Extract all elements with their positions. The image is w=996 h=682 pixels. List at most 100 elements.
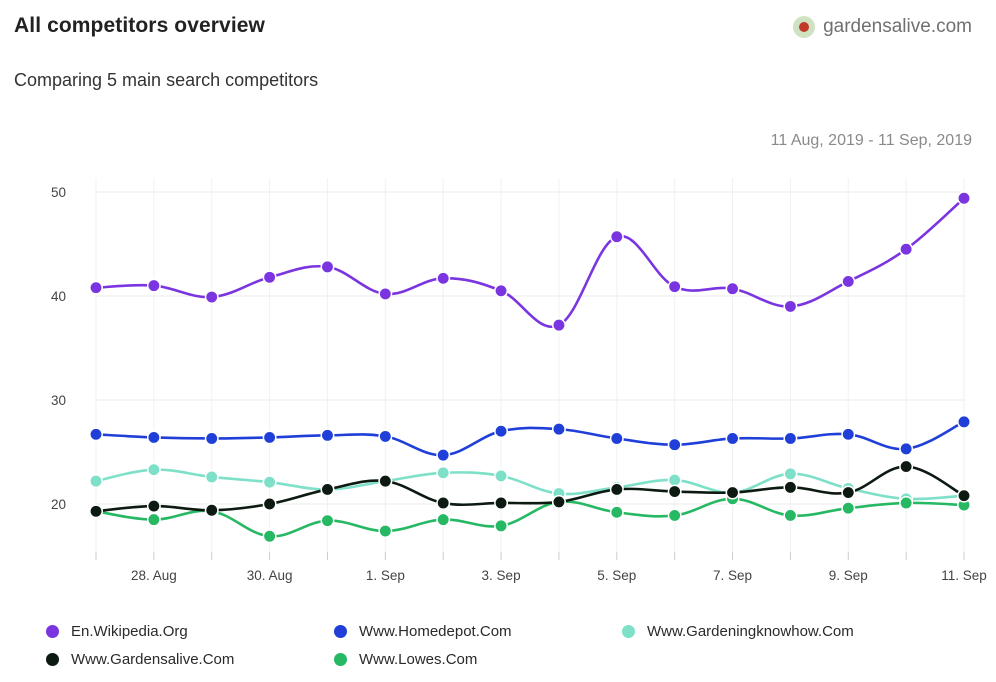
data-point — [262, 475, 277, 490]
chart-title: All competitors overview — [14, 14, 265, 37]
data-point — [899, 242, 914, 257]
data-point — [899, 441, 914, 456]
chart-legend: En.Wikipedia.Org Www.Homedepot.Com Www.Gar… — [46, 622, 976, 668]
data-point — [841, 501, 856, 516]
data-point — [436, 448, 451, 463]
data-point — [320, 513, 335, 528]
legend-marker-icon — [334, 652, 347, 666]
data-point — [89, 474, 103, 489]
data-point — [436, 512, 451, 527]
legend-label: Www.Gardeningknowhow.Com — [647, 622, 854, 640]
data-point — [783, 480, 798, 495]
data-point — [378, 429, 393, 444]
legend-marker-icon — [334, 624, 347, 638]
y-tick-label: 50 — [51, 185, 66, 200]
x-tick-label: 3. Sep — [482, 568, 521, 583]
data-point — [204, 503, 219, 518]
data-point — [841, 274, 856, 289]
data-point — [609, 505, 624, 520]
chart-subtitle: Comparing 5 main search competitors — [14, 70, 319, 90]
legend-marker-icon — [46, 624, 59, 638]
data-point — [957, 191, 971, 206]
data-point — [378, 474, 393, 489]
data-point — [551, 494, 566, 509]
domain-label: gardensalive.com — [823, 16, 972, 37]
data-point — [146, 512, 161, 527]
series-line — [95, 497, 965, 538]
date-range: 11 Aug, 2019 - 11 Sep, 2019 — [770, 132, 972, 149]
legend-label: Www.Homedepot.Com — [359, 622, 512, 640]
data-point — [667, 508, 682, 523]
data-point — [146, 499, 161, 514]
legend-label: Www.Lowes.Com — [359, 650, 478, 668]
series-line — [95, 465, 965, 513]
domain-badge[interactable]: gardensalive.com — [793, 16, 972, 38]
data-point — [899, 496, 914, 510]
data-point — [89, 280, 103, 295]
x-tick-label: 11. Sep — [941, 568, 987, 583]
data-point — [262, 529, 277, 544]
legend-item[interactable]: Www.Gardeningknowhow.Com — [622, 622, 922, 640]
data-point — [89, 427, 103, 442]
data-point — [494, 496, 509, 510]
series-line — [95, 468, 965, 501]
data-point — [667, 473, 682, 488]
data-point — [783, 299, 798, 314]
data-point — [204, 431, 219, 446]
site-logo-icon — [793, 16, 816, 38]
data-point — [609, 229, 624, 244]
data-point — [89, 504, 103, 519]
data-point — [494, 283, 509, 298]
legend-item[interactable]: Www.Gardensalive.Com — [46, 650, 334, 668]
data-point — [204, 470, 219, 484]
data-point — [667, 437, 682, 452]
x-tick-label: 1. Sep — [366, 568, 405, 583]
data-point — [204, 290, 219, 304]
data-point — [494, 518, 509, 533]
data-point — [957, 414, 971, 429]
legend-marker-icon — [46, 652, 59, 666]
data-point — [378, 524, 393, 538]
x-tick-label: 30. Aug — [247, 568, 293, 583]
data-point — [262, 430, 277, 445]
legend-item[interactable]: En.Wikipedia.Org — [46, 622, 334, 640]
data-point — [725, 431, 740, 446]
x-tick-label: 28. Aug — [131, 568, 177, 583]
data-point — [436, 496, 451, 510]
data-point — [725, 281, 740, 296]
data-point — [320, 428, 335, 443]
x-tick-label: 7. Sep — [713, 568, 752, 583]
data-point — [609, 482, 624, 497]
data-point — [899, 459, 914, 474]
data-point — [146, 278, 161, 293]
series-line — [95, 197, 965, 329]
data-point — [262, 270, 277, 285]
data-point — [783, 431, 798, 446]
data-point — [378, 286, 393, 301]
data-point — [957, 488, 971, 503]
data-point — [146, 462, 161, 477]
data-point — [841, 427, 856, 442]
legend-item[interactable]: Www.Homedepot.Com — [334, 622, 622, 640]
series-line — [95, 420, 965, 457]
data-point — [609, 431, 624, 446]
data-point — [320, 482, 335, 497]
data-point — [841, 485, 856, 500]
data-point — [667, 484, 682, 499]
data-point — [494, 468, 509, 483]
data-point — [667, 279, 682, 294]
legend-label: En.Wikipedia.Org — [71, 622, 188, 640]
data-point — [551, 422, 566, 437]
legend-label: Www.Gardensalive.Com — [71, 650, 235, 668]
data-point — [262, 497, 277, 511]
data-point — [436, 465, 451, 480]
legend-marker-icon — [622, 624, 635, 638]
x-tick-label: 5. Sep — [597, 568, 636, 583]
data-point — [146, 430, 161, 445]
y-tick-label: 30 — [51, 393, 66, 408]
legend-item[interactable]: Www.Lowes.Com — [334, 650, 622, 668]
data-point — [551, 318, 566, 333]
data-point — [725, 485, 740, 500]
data-point — [436, 271, 451, 286]
line-chart: 20 30 40 50 28. Aug 30. Aug 1. Sep 3. Sep 5. Sep… — [51, 178, 987, 583]
